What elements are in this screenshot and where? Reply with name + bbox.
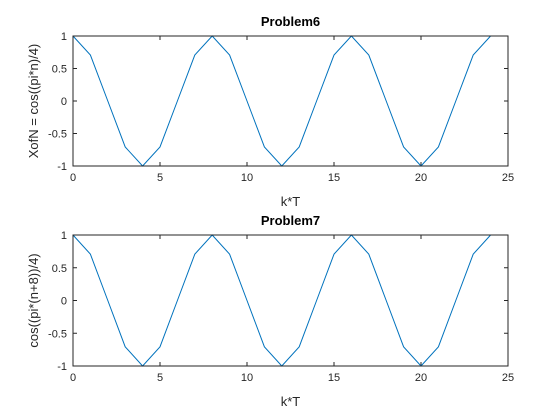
y-axis-label-1: XofN = cos((pi*n)/4) [26,44,41,159]
y-tick-label-1-4: 1 [61,31,67,43]
y-tick-label-2-3: 0.5 [52,263,67,275]
x-tick-label-1-3: 15 [328,172,340,184]
y-tick-label-2-4: 1 [61,230,67,242]
y-tick-label-1-2: 0 [61,96,67,108]
chart-title-1: Problem6 [261,14,320,29]
x-tick-label-2-2: 10 [241,372,253,384]
y-tick-label-1-1: -0.5 [48,129,67,141]
x-tick-label-1-2: 10 [241,172,253,184]
plot-area-1 [73,36,508,166]
y-tick-label-2-1: -0.5 [48,328,67,340]
tick-labels-1: 0 5 10 15 20 25 -1 -0.5 0 0.5 1 [48,31,514,184]
plot-border-1 [72,35,509,167]
x-tick-label-1-0: 0 [70,172,76,184]
tick-labels-2: 0 5 10 15 20 25 -1 -0.5 0 0.5 1 [48,230,514,384]
subplot-problem6: 0 5 10 15 20 25 -1 -0.5 0 0.5 1 Problem6 k*T XofN … [26,14,514,209]
y-tick-label-1-3: 0.5 [52,64,67,76]
plot-border-2 [72,234,509,367]
x-tick-label-2-3: 15 [328,372,340,384]
x-axis-label-1: k*T [281,194,301,209]
y-tick-label-2-2: 0 [61,296,67,308]
plot-area-2 [73,235,508,366]
x-tick-label-1-4: 20 [415,172,427,184]
x-tick-label-2-5: 25 [502,372,514,384]
y-tick-label-2-0: -1 [57,361,67,373]
x-tick-label-1-5: 25 [502,172,514,184]
x-tick-label-2-4: 20 [415,372,427,384]
chart-title-2: Problem7 [261,213,320,228]
subplot-problem7: 0 5 10 15 20 25 -1 -0.5 0 0.5 1 Problem7 k*T cos((… [26,213,514,409]
y-tick-label-1-0: -1 [57,161,67,173]
x-tick-label-1-1: 5 [157,172,163,184]
x-axis-label-2: k*T [281,394,301,409]
x-tick-label-2-0: 0 [70,372,76,384]
x-tick-label-2-1: 5 [157,372,163,384]
y-axis-label-2: cos((pi*(n+8))/4) [26,253,41,347]
